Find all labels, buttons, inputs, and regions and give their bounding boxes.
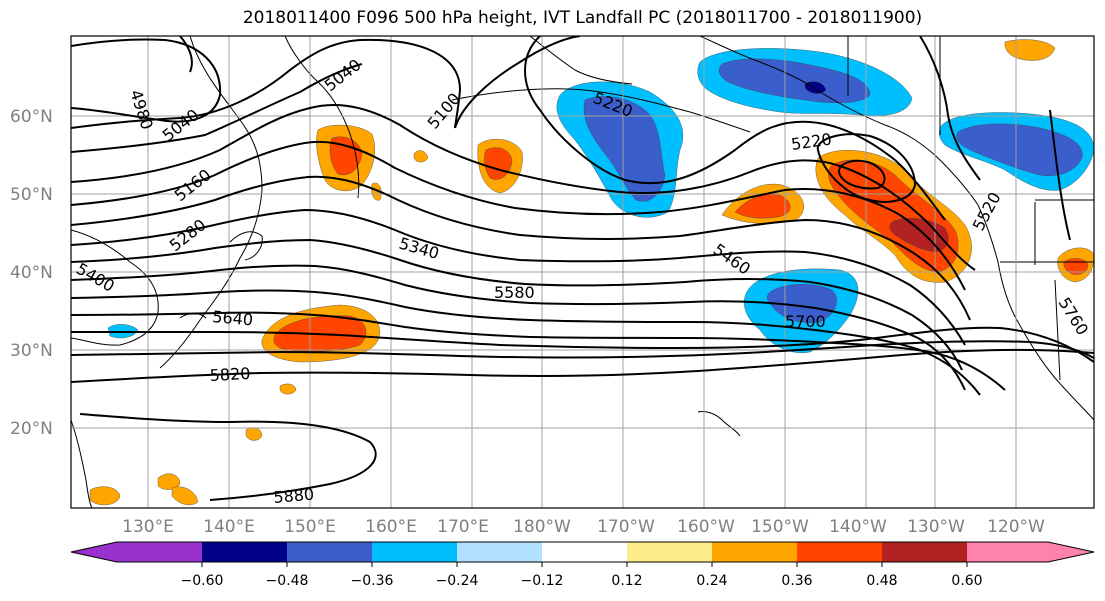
colorbar-segment [627,542,713,562]
shade-pos-small-4 [89,486,121,506]
colorbar-tick-label: 0.24 [696,573,727,589]
colorbar-segment [372,542,458,562]
shade-pos-small-5 [279,383,297,395]
colorbar-outline [70,541,1095,563]
lat-label: 30°N [10,341,53,361]
lon-label: 140°E [203,517,255,537]
shade-pos-small-2 [157,473,181,490]
colorbar: −0.60 −0.48 −0.36 −0.24 −0.12 0.12 0.24 … [70,541,1095,589]
lat-label: 40°N [10,263,53,283]
lat-label: 20°N [10,419,53,439]
shade-pos-small-3 [171,486,199,506]
lon-label: 120°W [987,517,1045,537]
map-panel: 4980 5040 5040 5100 5160 5220 5220 5280 … [71,36,1094,508]
shade-pos-small-6 [413,150,429,163]
lon-label: 170°W [597,517,655,537]
colorbar-tick-label: −0.24 [436,573,479,589]
contour-label: 5640 [212,307,254,329]
shade-neg-bering-core [583,96,666,202]
map-title: 2018011400 F096 500 hPa height, IVT Land… [242,8,923,28]
shade-pos-small-7 [371,182,382,201]
gridlines [71,36,1094,508]
lat-label: 50°N [10,185,53,205]
shade-pos-north [1004,39,1056,61]
lon-label: 140°W [829,517,887,537]
lon-label: 180°W [513,517,571,537]
lon-label: 130°E [122,517,174,537]
contour-label: 5700 [785,312,826,331]
lon-label: 130°W [907,517,965,537]
lon-label: 160°E [365,517,417,537]
colorbar-segment [967,542,1094,562]
lon-label: 150°E [284,517,336,537]
colorbar-segment [287,542,373,562]
colorbar-segment [202,542,288,562]
colorbar-segment [542,542,628,562]
colorbar-segment [71,542,203,562]
colorbar-tick-label: −0.12 [521,573,564,589]
longitude-axis: 130°E 140°E 150°E 160°E 170°E 180°W 170°… [122,517,1045,537]
colorbar-segment [457,542,543,562]
lon-label: 150°W [751,517,809,537]
map-border [70,35,1095,509]
colorbar-ticks [201,562,968,567]
colorbar-tick-label: −0.36 [351,573,394,589]
shade-neg-alaska-core [718,58,871,104]
colorbar-tick-label: −0.48 [266,573,309,589]
shade-neg-canada-core [956,123,1083,176]
contour-label: 5820 [209,364,251,385]
lat-label: 60°N [10,107,53,127]
shade-neg-alaska-dark [804,81,827,94]
colorbar-segment [712,542,798,562]
lon-label: 170°E [437,517,489,537]
lon-label: 160°W [677,517,735,537]
colorbar-segment [882,542,968,562]
colorbar-tick-label: 0.48 [866,573,897,589]
height-contours [71,36,1094,501]
colorbar-tick-label: 0.12 [611,573,642,589]
colorbar-tick-label: −0.60 [181,573,224,589]
latitude-axis: 60°N 50°N 40°N 30°N 20°N [10,107,53,439]
contour-label: 5880 [273,485,315,507]
colorbar-tick-label: 0.60 [951,573,982,589]
colorbar-segment [797,542,883,562]
colorbar-tick-label: 0.36 [781,573,812,589]
contour-label: 5580 [494,283,535,302]
